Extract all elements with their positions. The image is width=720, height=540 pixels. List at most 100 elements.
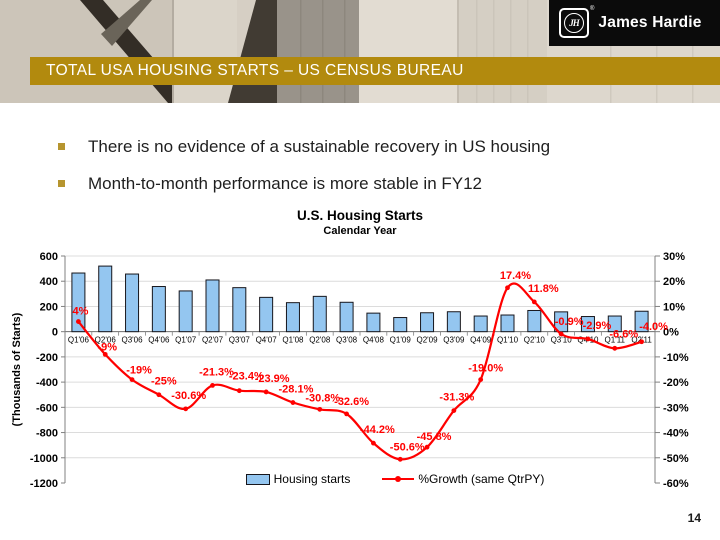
growth-label: -2.9% — [583, 320, 612, 332]
legend-label-bars: Housing starts — [273, 472, 351, 486]
growth-label: -50.6% — [390, 441, 425, 453]
growth-point-Q2'07 — [210, 382, 215, 388]
growth-point-Q2'06 — [102, 351, 108, 357]
growth-point-Q2'09 — [424, 444, 430, 450]
bar-Q1'07 — [178, 290, 193, 333]
category-label: Q1'06 — [68, 336, 90, 345]
james-hardie-logo: JH ® James Hardie — [549, 0, 720, 46]
growth-label: 11.8% — [528, 283, 559, 295]
legend-label-line: %Growth (same QtrPY) — [418, 472, 545, 486]
left-axis-label: -400 — [36, 377, 58, 389]
chart-legend: Housing starts %Growth (same QtrPY) — [0, 472, 720, 486]
right-axis-label: -10% — [663, 352, 689, 364]
bar-Q1'08 — [285, 302, 300, 333]
bar-Q3'09 — [446, 311, 461, 333]
left-axis-label: -200 — [36, 352, 58, 364]
bullet-text-1: There is no evidence of a sustainable re… — [88, 137, 551, 156]
chart-subtitle: Calendar Year — [323, 225, 397, 237]
growth-point-Q3'09 — [451, 408, 457, 414]
category-label: Q1'11 — [605, 336, 626, 345]
housing-starts-chart: U.S. Housing Starts Calendar Year 600 400… — [0, 205, 720, 505]
right-axis-label: -60% — [663, 478, 689, 490]
growth-point-Q4'06 — [156, 392, 162, 398]
growth-point-Q1'10 — [505, 285, 510, 291]
chart-plot-area: 600 400 200 0 -200 -400 -600 -800 -1000 -1200 30% 2… — [11, 251, 689, 490]
growth-point-Q4'08 — [371, 440, 376, 446]
bullet-item-1: There is no evidence of a sustainable re… — [58, 137, 550, 157]
slide-title-bar: TOTAL USA HOUSING STARTS – US CENSUS BUR… — [30, 57, 720, 85]
bar-Q2'06 — [98, 265, 113, 333]
right-axis-label: 10% — [663, 301, 685, 313]
category-label: Q1'09 — [390, 336, 412, 345]
growth-point-Q1'08 — [290, 400, 296, 405]
growth-point-Q1'06 — [76, 319, 81, 324]
bullet-item-2: Month-to-month performance is more stabl… — [58, 174, 482, 194]
jh-monogram-icon: JH ® — [559, 6, 595, 38]
bar-Q1'06 — [71, 272, 86, 333]
page-number: 14 — [687, 511, 701, 525]
growth-point-Q2'11 — [639, 339, 644, 345]
growth-point-Q4'07 — [263, 389, 269, 395]
category-label: Q3'06 — [121, 336, 143, 345]
left-axis-label: 600 — [40, 251, 58, 263]
category-label: Q4'06 — [148, 336, 170, 345]
bar-Q2'10 — [527, 309, 542, 333]
growth-label: -30.8% — [305, 392, 340, 404]
growth-line — [77, 282, 642, 461]
growth-label: -28.1% — [279, 384, 314, 396]
legend-line-swatch-icon — [382, 476, 415, 482]
bar-Q4'10 — [580, 316, 595, 333]
bar-Q4'07 — [259, 296, 274, 333]
growth-point-Q1'09 — [397, 456, 403, 462]
growth-label: -23.9% — [255, 373, 290, 385]
growth-label: 4% — [72, 306, 88, 318]
category-label: Q2'06 — [95, 336, 117, 345]
growth-point-Q2'08 — [317, 406, 323, 412]
category-label: Q2'10 — [524, 336, 546, 345]
growth-label: -21.3% — [199, 366, 234, 378]
growth-label: -32.6% — [334, 396, 369, 408]
left-axis-label: -600 — [36, 402, 58, 414]
category-label: Q4'07 — [256, 336, 278, 345]
registered-mark: ® — [590, 6, 595, 12]
category-label: Q2'08 — [309, 336, 331, 345]
growth-label: -44.2% — [360, 424, 395, 436]
legend-growth: %Growth (same QtrPY) — [382, 472, 544, 486]
bullet-text-2: Month-to-month performance is more stabl… — [88, 174, 483, 193]
growth-point-Q4'09 — [478, 377, 484, 382]
growth-label: 17.4% — [500, 270, 531, 282]
bar-Q2'11 — [634, 310, 649, 333]
category-label: Q2'09 — [416, 336, 438, 345]
growth-point-Q1'07 — [183, 406, 189, 412]
bar-Q2'07 — [205, 279, 220, 333]
category-label: Q3'10 — [551, 336, 573, 345]
bar-Q2'09 — [420, 312, 435, 333]
category-label: Q3'09 — [443, 336, 465, 345]
growth-label: -19.0% — [468, 363, 503, 375]
category-label: Q3'07 — [229, 336, 251, 345]
right-axis-label: 30% — [663, 251, 685, 263]
growth-point-Q3'08 — [344, 411, 349, 417]
growth-point-Q3'07 — [236, 388, 242, 394]
growth-label: -23.4% — [229, 371, 264, 383]
bar-Q4'09 — [473, 315, 488, 333]
chart-title: U.S. Housing Starts — [296, 208, 423, 223]
growth-label: -6.6% — [609, 328, 638, 340]
jh-monogram-text: JH — [569, 18, 579, 28]
growth-point-Q1'11 — [612, 345, 618, 351]
bar-Q4'08 — [366, 312, 381, 333]
growth-label: -30.6% — [171, 390, 206, 402]
bar-Q1'10 — [500, 314, 515, 333]
left-axis-label: 200 — [40, 301, 58, 313]
growth-point-Q4'10 — [585, 336, 591, 342]
right-axis-label: -30% — [663, 402, 689, 414]
brand-name: James Hardie — [598, 14, 702, 31]
left-axis-label: -1200 — [30, 478, 58, 490]
right-axis-label: -40% — [663, 428, 689, 440]
category-label: Q3'08 — [336, 336, 358, 345]
growth-point-Q3'10 — [558, 331, 564, 337]
left-axis-label: -800 — [36, 428, 58, 440]
left-axis-title: (Thousands of Starts) — [11, 312, 23, 426]
right-axis-label: -20% — [663, 377, 689, 389]
